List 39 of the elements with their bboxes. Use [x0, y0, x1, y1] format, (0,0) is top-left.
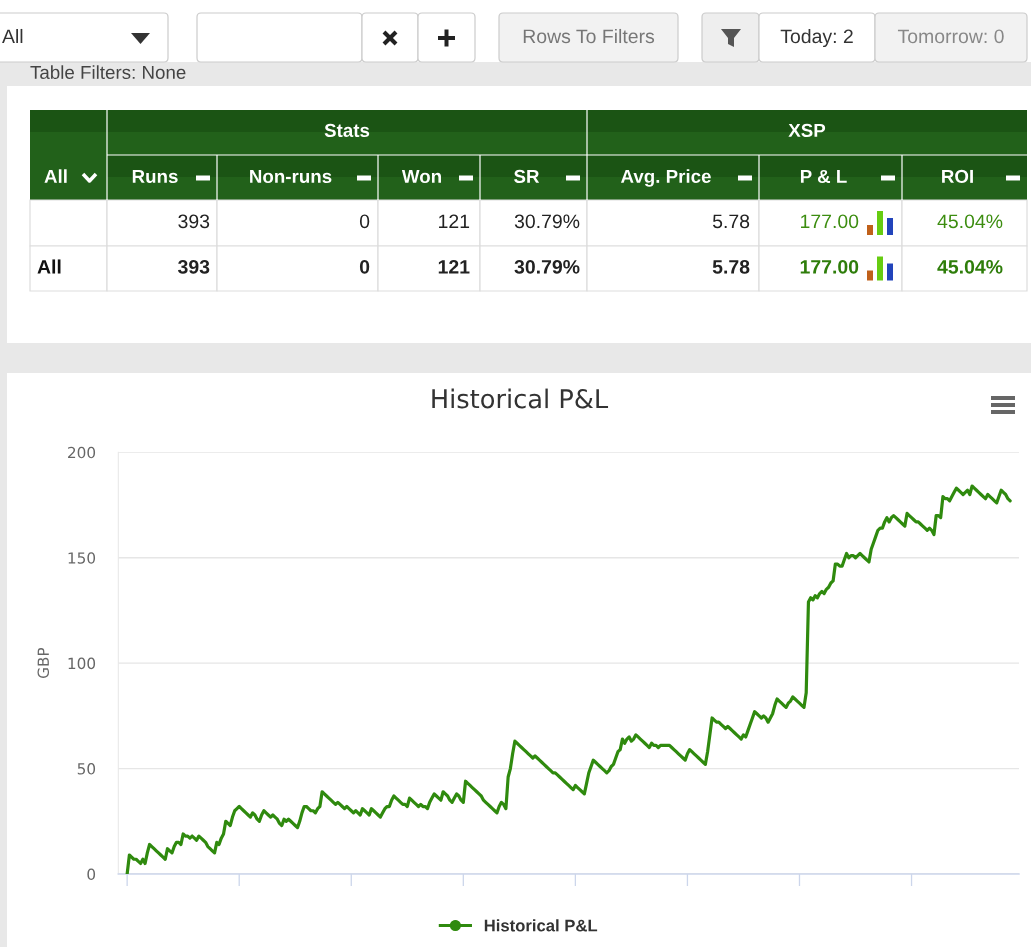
text: 121	[439, 214, 470, 229]
text: 0	[359, 259, 370, 274]
text: XSP	[788, 123, 826, 138]
text: P & L	[800, 169, 847, 184]
text: 0	[359, 214, 370, 229]
text: 121	[438, 259, 470, 274]
text: 177.00	[800, 259, 859, 274]
y-axis-title: GBP	[37, 647, 50, 679]
text: SR	[514, 169, 540, 184]
text: All	[44, 169, 67, 183]
text: Table Filters: None	[30, 65, 186, 80]
text: Won	[401, 169, 441, 184]
text: All	[2, 28, 23, 44]
text: Rows To Filters	[523, 28, 655, 44]
text: 5.78	[712, 214, 750, 229]
text: 30.79%	[514, 214, 580, 229]
text: 45.04%	[937, 259, 1003, 274]
text: 5.78	[712, 259, 750, 274]
text: Today: 2	[780, 28, 853, 48]
text: 45.04%	[937, 214, 1003, 229]
text: 30.79%	[514, 259, 580, 274]
y-tick-label: 150	[68, 552, 96, 564]
y-tick-label: 100	[68, 657, 96, 670]
text: Stats	[324, 123, 370, 138]
text: Runs	[132, 169, 178, 184]
y-tick-label: 200	[68, 446, 96, 459]
line-series	[125, 484, 1012, 874]
text: Tomorrow: 0	[897, 29, 1004, 44]
legend-label: Historical P&L	[484, 919, 598, 932]
text: Non-runs	[250, 169, 332, 184]
text: 177.00	[801, 214, 859, 229]
text: 393	[178, 259, 210, 274]
text: All	[37, 259, 61, 274]
chart-title: Historical P&L	[432, 388, 609, 409]
y-tick-label: 50	[77, 763, 96, 775]
text: 393	[178, 214, 210, 229]
text: ROI	[942, 169, 973, 184]
y-tick-label: 0	[87, 868, 96, 881]
text: Avg. Price	[620, 169, 711, 187]
